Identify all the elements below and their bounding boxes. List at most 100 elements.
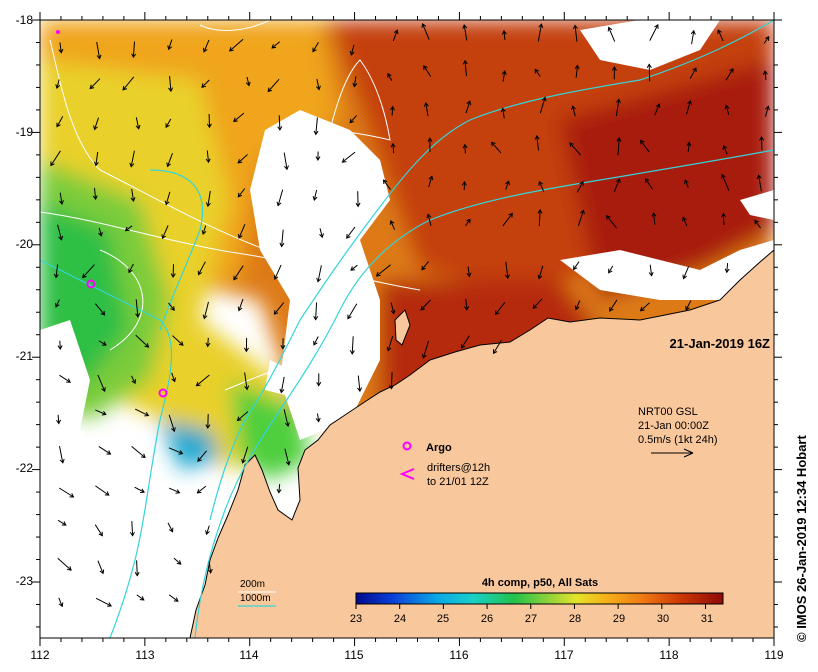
- current-vector-head: [124, 226, 130, 232]
- current-vector-head: [201, 230, 207, 236]
- current-vector-head: [611, 66, 617, 71]
- isobath-200-label: 200m: [240, 579, 265, 590]
- current-vector: [645, 178, 653, 190]
- current-vector: [95, 597, 112, 607]
- current-vector: [96, 41, 101, 59]
- current-vector: [376, 264, 391, 277]
- drifter-legend-line2: to 21/01 12Z: [427, 476, 489, 488]
- x-tick-label: 117: [554, 648, 573, 662]
- current-vector-head: [128, 268, 133, 274]
- current-vector: [196, 374, 210, 387]
- current-vector: [654, 103, 660, 116]
- current-vector-head: [66, 378, 72, 383]
- current-vector: [723, 145, 728, 155]
- current-vector-head: [202, 314, 208, 320]
- current-vector: [95, 151, 99, 166]
- current-vector-head: [646, 63, 652, 69]
- current-vector: [575, 65, 578, 78]
- current-vector-head: [93, 161, 99, 167]
- colorbar-tick-label: 31: [701, 613, 713, 625]
- current-vector-head: [756, 174, 762, 180]
- current-vector-head: [686, 141, 692, 147]
- current-vector-head: [639, 306, 645, 312]
- current-vector-head: [505, 274, 510, 280]
- current-vector: [281, 229, 284, 247]
- current-vector: [390, 372, 393, 389]
- current-vector-head: [423, 102, 429, 107]
- current-vector: [277, 189, 284, 206]
- current-vector-head: [55, 302, 60, 308]
- current-vector-head: [205, 158, 211, 164]
- current-vector-head: [267, 87, 273, 93]
- current-vector: [284, 448, 290, 465]
- current-vector-head: [205, 342, 211, 348]
- current-vector: [726, 263, 729, 273]
- current-vector: [244, 372, 248, 390]
- current-vector-head: [501, 70, 507, 75]
- colorbar-tick-label: 25: [437, 613, 449, 625]
- argo-legend-label: Argo: [426, 442, 452, 454]
- current-vector: [684, 179, 689, 188]
- current-vector: [278, 115, 281, 130]
- current-vector: [577, 210, 584, 226]
- current-vector-head: [107, 602, 112, 607]
- current-vector-head: [640, 139, 645, 145]
- current-vector-head: [237, 306, 243, 312]
- current-vector-head: [644, 178, 650, 183]
- current-vector: [98, 445, 111, 455]
- current-vector: [165, 191, 171, 205]
- current-vector: [168, 594, 179, 602]
- land-mass: [189, 249, 774, 638]
- current-vector: [392, 30, 398, 42]
- current-vector-head: [279, 388, 285, 394]
- current-vector-head: [722, 144, 728, 150]
- current-vector: [94, 187, 97, 200]
- current-vector: [615, 99, 620, 117]
- current-vector-head: [421, 353, 427, 359]
- current-vector: [319, 228, 323, 238]
- current-vector-head: [349, 118, 355, 124]
- current-vector-head: [205, 530, 210, 536]
- current-vector-head: [462, 24, 468, 29]
- current-vector-head: [541, 96, 547, 102]
- current-vector: [428, 176, 433, 188]
- current-vector: [59, 42, 62, 53]
- current-vector-head: [67, 566, 72, 571]
- current-vector-head: [505, 180, 510, 186]
- current-vector: [649, 264, 653, 276]
- current-vector-head: [390, 142, 396, 148]
- current-vector: [316, 78, 320, 90]
- model-name: NRT00 GSL: [638, 406, 698, 418]
- current-vector: [349, 115, 357, 124]
- current-vector-head: [648, 271, 654, 277]
- current-vector: [613, 178, 620, 192]
- current-vector: [502, 70, 506, 82]
- current-vector: [503, 30, 506, 40]
- current-vector-head: [205, 202, 211, 208]
- current-vector: [57, 557, 72, 571]
- current-vector-head: [161, 234, 167, 240]
- current-vector: [237, 411, 249, 421]
- current-vector-head: [165, 123, 170, 129]
- current-vector-head: [271, 44, 277, 49]
- current-vector-head: [349, 50, 355, 56]
- current-vector-head: [241, 458, 246, 464]
- current-vector: [761, 136, 763, 151]
- current-vector: [574, 25, 578, 42]
- current-vector-head: [58, 602, 64, 608]
- current-vector-head: [233, 275, 238, 281]
- current-vector: [197, 485, 207, 494]
- current-vector-head: [56, 122, 61, 128]
- current-vector: [392, 143, 395, 154]
- current-vector-head: [721, 173, 726, 179]
- current-vector-head: [501, 30, 507, 35]
- current-vector-head: [355, 202, 361, 208]
- current-vector-head: [55, 84, 61, 90]
- x-tick-label: 113: [135, 648, 154, 662]
- current-vector: [422, 23, 430, 40]
- current-vector-head: [104, 491, 110, 496]
- current-vector: [132, 41, 135, 58]
- current-vector: [317, 413, 320, 422]
- current-vector-head: [579, 180, 584, 186]
- current-vector: [283, 409, 289, 427]
